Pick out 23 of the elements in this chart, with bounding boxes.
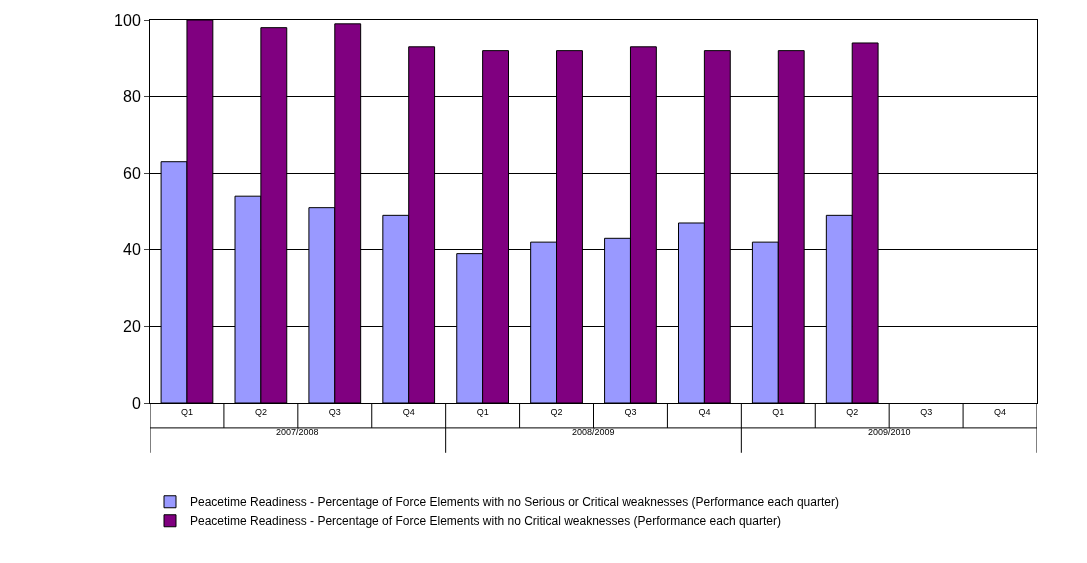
x-tick-label: Q2 bbox=[846, 406, 859, 417]
x-tick-label: Q3 bbox=[624, 406, 637, 417]
text: 2009/2010 bbox=[868, 427, 911, 437]
x-tick-label: Q4 bbox=[698, 406, 711, 417]
y-tick-label: 20 bbox=[123, 318, 141, 335]
x-tick-label: Q1 bbox=[772, 406, 785, 417]
legend-label: Peacetime Readiness - Percentage of Force Elements with no Serious or Critical weaknesses (Performance each quarter) bbox=[190, 495, 839, 510]
y-tick-label: 40 bbox=[123, 241, 141, 259]
x-tick-label: Q4 bbox=[402, 406, 415, 417]
x-tick-label: Q3 bbox=[920, 406, 933, 417]
x-tick-label: Q4 bbox=[994, 406, 1007, 417]
y-tick-label: 60 bbox=[123, 164, 141, 182]
x-tick-label: Q2 bbox=[254, 406, 267, 417]
x-tick-label: Q2 bbox=[550, 406, 563, 417]
y-tick-label: 100 bbox=[114, 11, 141, 29]
text: 2008/2009 bbox=[572, 427, 615, 437]
x-tick-label: Q3 bbox=[328, 406, 341, 417]
y-tick-label: 80 bbox=[123, 88, 141, 106]
y-tick-label: 0 bbox=[131, 394, 141, 412]
x-tick-label: Q1 bbox=[476, 406, 489, 417]
x-tick-label: Q1 bbox=[180, 406, 193, 417]
legend-label: Peacetime Readiness - Percentage of Force Elements with no Critical weaknesses (Performance each quarter) bbox=[190, 514, 781, 529]
text: 2007/2008 bbox=[276, 427, 319, 437]
